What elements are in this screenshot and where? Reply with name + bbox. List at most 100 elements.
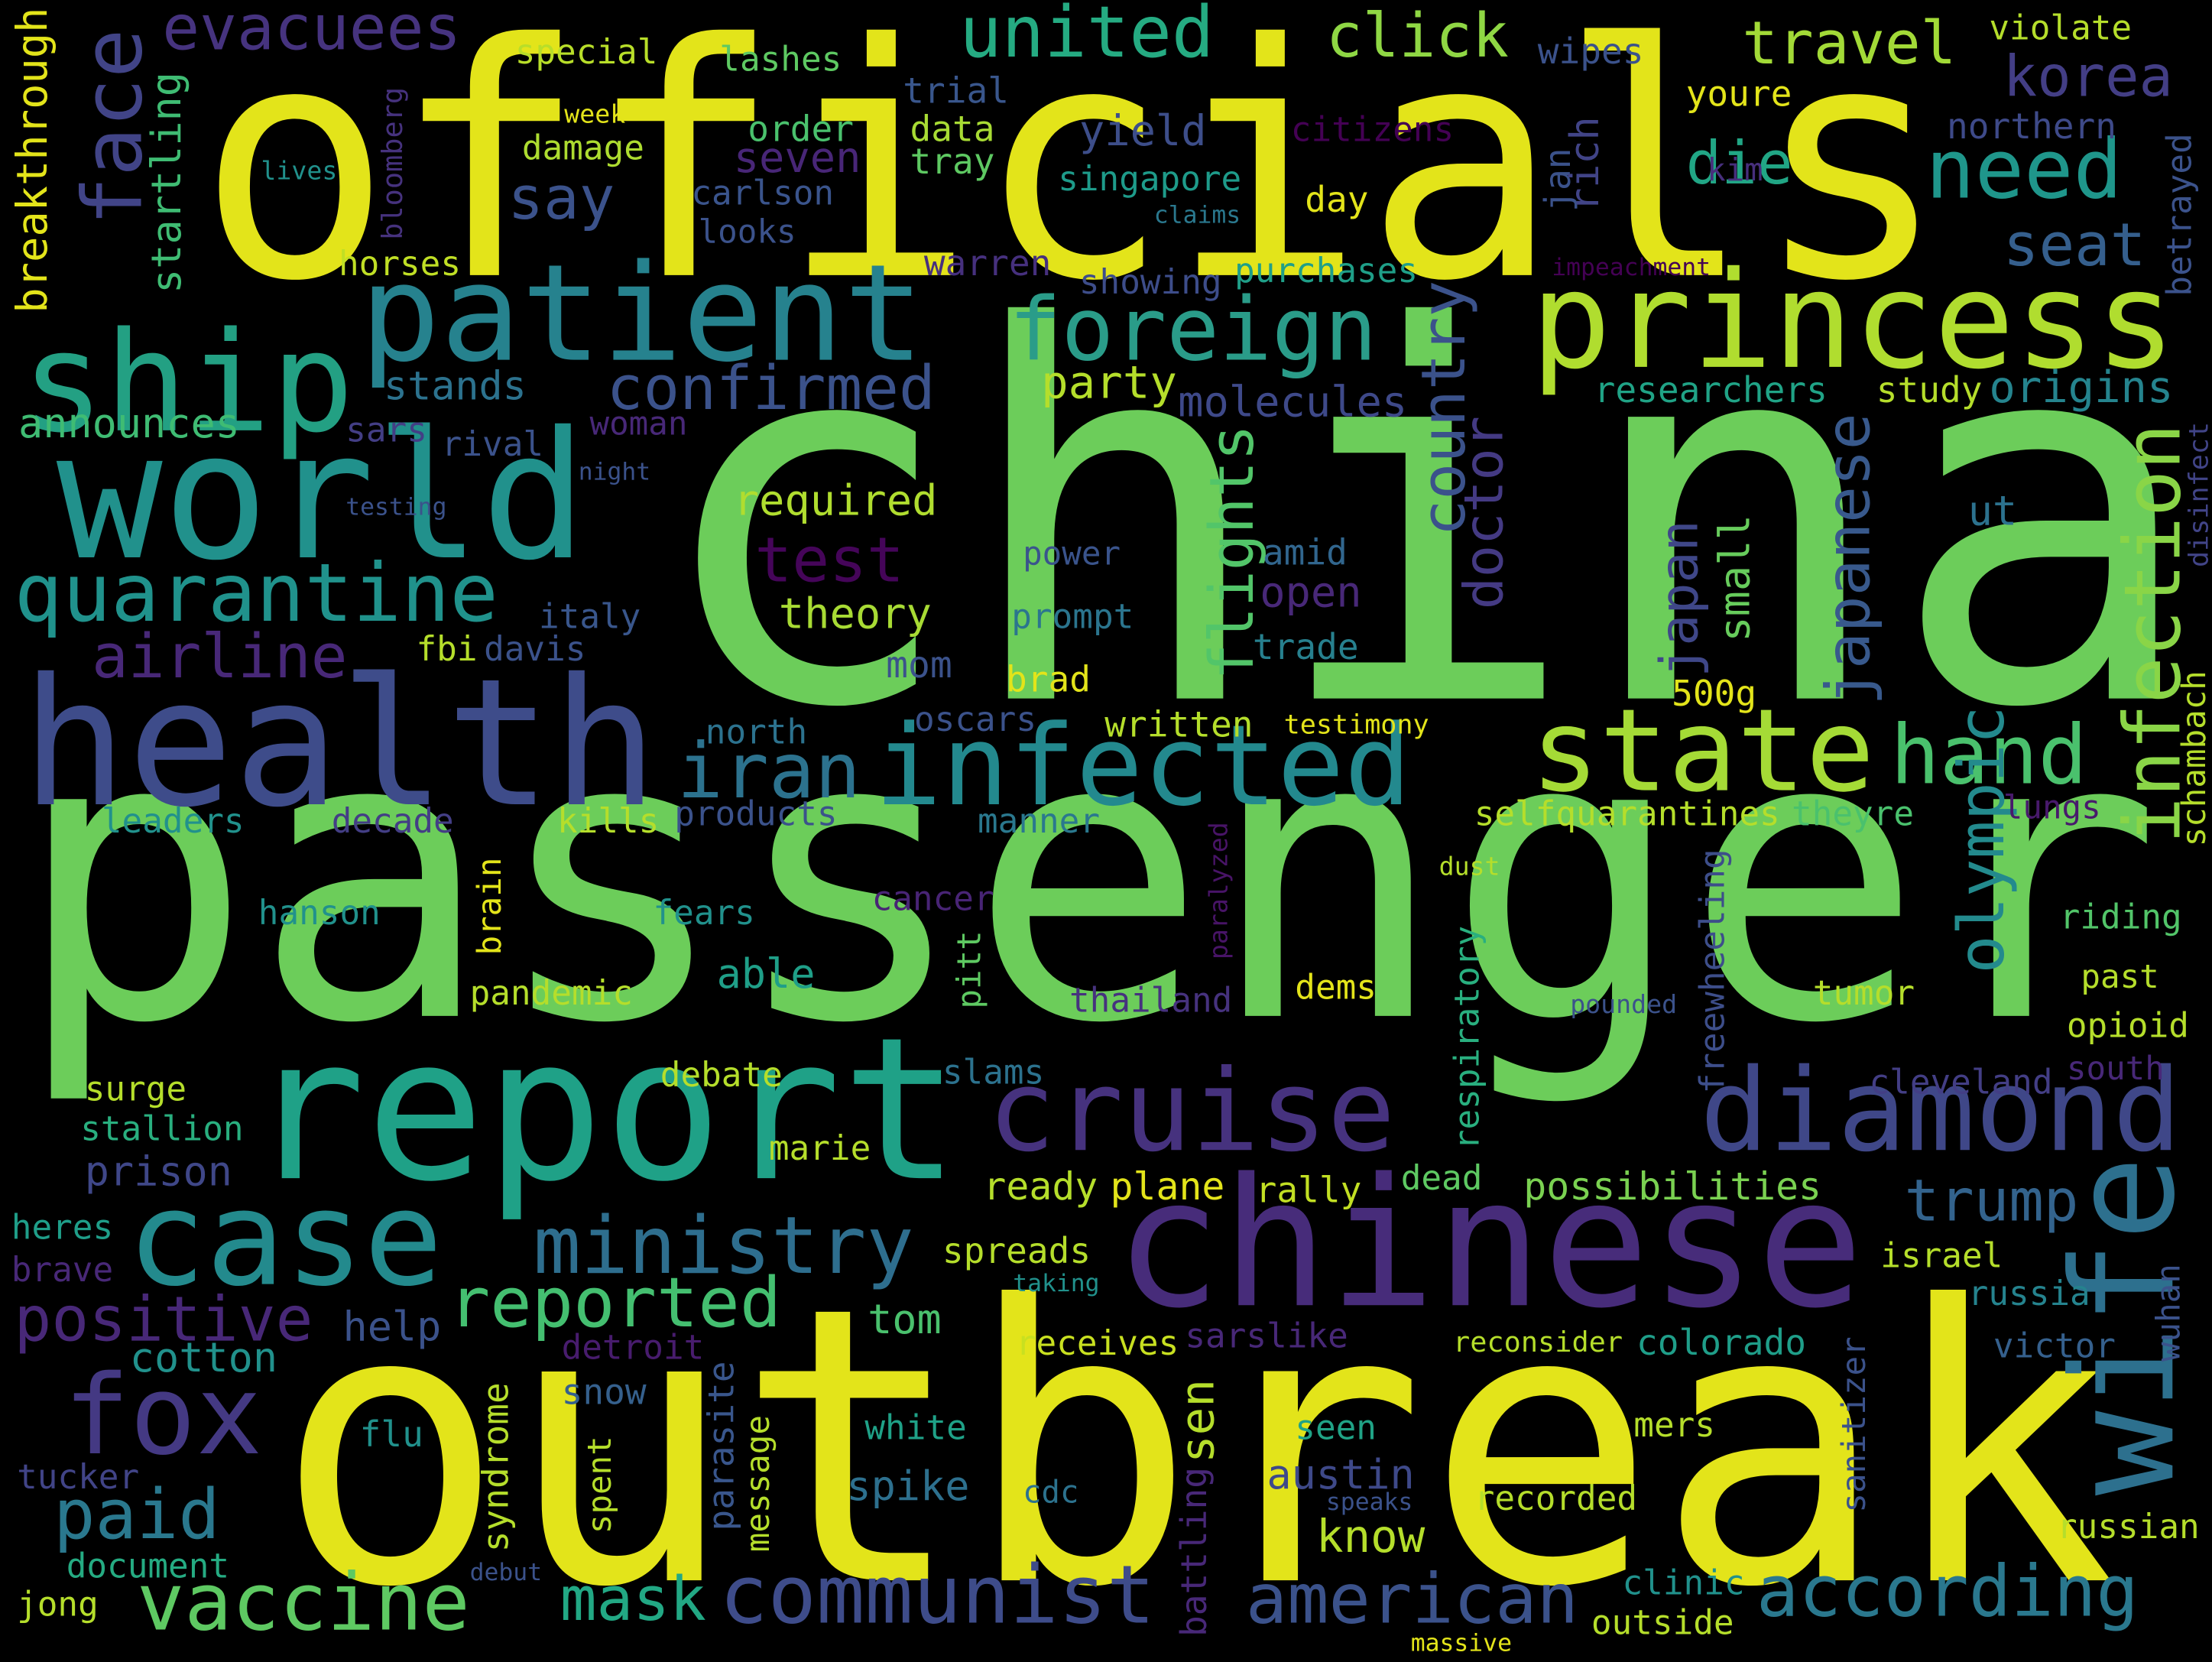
- word: north: [705, 713, 807, 752]
- word: italy: [539, 597, 641, 636]
- word: debut: [470, 1559, 543, 1586]
- word: pounded: [1570, 989, 1677, 1019]
- word: tom: [868, 1295, 942, 1343]
- word: horses: [339, 245, 461, 284]
- word: freewheeling: [1693, 849, 1732, 1093]
- word: die: [1686, 129, 1793, 198]
- word: health: [21, 641, 658, 846]
- word: slams: [942, 1053, 1044, 1092]
- word: click: [1326, 0, 1509, 71]
- word: betrayed: [2160, 133, 2199, 296]
- word: impeachment: [1552, 254, 1711, 281]
- word: researchers: [1594, 369, 1828, 411]
- word: ministry: [534, 1200, 914, 1292]
- word: fears: [654, 894, 755, 933]
- word: testing: [345, 494, 446, 521]
- word: day: [1305, 179, 1368, 220]
- word: yield: [1079, 107, 1207, 156]
- word: princess: [1531, 243, 2176, 399]
- word: case: [127, 1164, 443, 1316]
- word: kills: [557, 802, 659, 841]
- word: receives: [1016, 1324, 1179, 1363]
- word: able: [717, 949, 816, 998]
- word: austin: [1267, 1450, 1414, 1498]
- word: sars: [345, 411, 427, 450]
- word: jan: [1537, 148, 1578, 212]
- word: jong: [17, 1585, 99, 1624]
- word: ready: [983, 1164, 1098, 1209]
- word: ut: [1968, 487, 2017, 535]
- word: violate: [1989, 9, 2132, 48]
- word: spent: [582, 1436, 619, 1534]
- word: announces: [18, 399, 240, 447]
- word: rival: [442, 425, 543, 464]
- word: face: [66, 29, 161, 226]
- word: party: [1041, 356, 1177, 409]
- word: warren: [924, 242, 1052, 284]
- word: cotton: [130, 1333, 277, 1381]
- word: paid: [54, 1475, 220, 1555]
- word: sanitizer: [1836, 1336, 1873, 1512]
- word: chinese: [1114, 1140, 1863, 1347]
- word: japanese: [1813, 413, 1884, 705]
- word: cleveland: [1870, 1063, 2053, 1102]
- word: disinfect: [2184, 422, 2212, 567]
- word: open: [1260, 569, 1361, 618]
- word: mers: [1633, 1406, 1715, 1445]
- word: lashes: [719, 40, 842, 79]
- word: mom: [886, 644, 952, 687]
- word: theory: [779, 589, 932, 638]
- word: sarslike: [1185, 1317, 1348, 1356]
- word: lives: [261, 155, 337, 185]
- word: singapore: [1058, 160, 1241, 199]
- word: sen: [1170, 1379, 1224, 1463]
- word: marie: [769, 1129, 871, 1168]
- word: cdc: [1023, 1474, 1078, 1511]
- word: selfquarantines: [1474, 795, 1780, 834]
- word: origins: [1989, 362, 2173, 413]
- word: paralyzed: [1204, 822, 1234, 959]
- word: citizens: [1291, 111, 1454, 150]
- word: thailand: [1069, 981, 1232, 1020]
- word: snow: [562, 1371, 647, 1412]
- word: korea: [2003, 44, 2173, 110]
- word: wuhan: [2151, 1264, 2188, 1362]
- word: battling: [1173, 1467, 1215, 1637]
- word: outbreak: [275, 1225, 2116, 1662]
- word: doctor: [1453, 416, 1516, 609]
- word: products: [674, 795, 837, 834]
- word: damage: [522, 129, 644, 168]
- word: respiratory: [1448, 926, 1487, 1150]
- word: infection: [2108, 424, 2198, 844]
- word: prison: [85, 1147, 232, 1195]
- word: detroit: [562, 1328, 705, 1367]
- word: japan: [1649, 520, 1710, 677]
- word: hanson: [258, 894, 381, 933]
- word: pitt: [952, 930, 989, 1008]
- word: positive: [15, 1284, 313, 1355]
- word: trump: [1905, 1167, 2079, 1235]
- word: united: [959, 0, 1214, 73]
- word: massive: [1411, 1629, 1512, 1657]
- word: reported: [449, 1263, 781, 1343]
- word: rich: [1562, 116, 1608, 211]
- word: riding: [2060, 898, 2182, 936]
- word: russian: [2057, 1508, 2200, 1547]
- word: past: [2081, 959, 2158, 996]
- word: breakthrough: [8, 8, 57, 313]
- word: pandemic: [470, 974, 633, 1013]
- word: dead: [1401, 1159, 1483, 1198]
- word: surge: [85, 1070, 186, 1109]
- word: airline: [92, 621, 348, 692]
- word: night: [579, 459, 651, 486]
- word: seen: [1295, 1409, 1377, 1448]
- word: davis: [484, 630, 585, 669]
- word: kim: [1707, 151, 1763, 188]
- word: plane: [1111, 1164, 1225, 1209]
- word: taking: [1013, 1270, 1099, 1297]
- word: document: [66, 1547, 229, 1586]
- word: trial: [903, 70, 1009, 112]
- word: state: [1531, 685, 1875, 818]
- word: quarantine: [15, 546, 498, 640]
